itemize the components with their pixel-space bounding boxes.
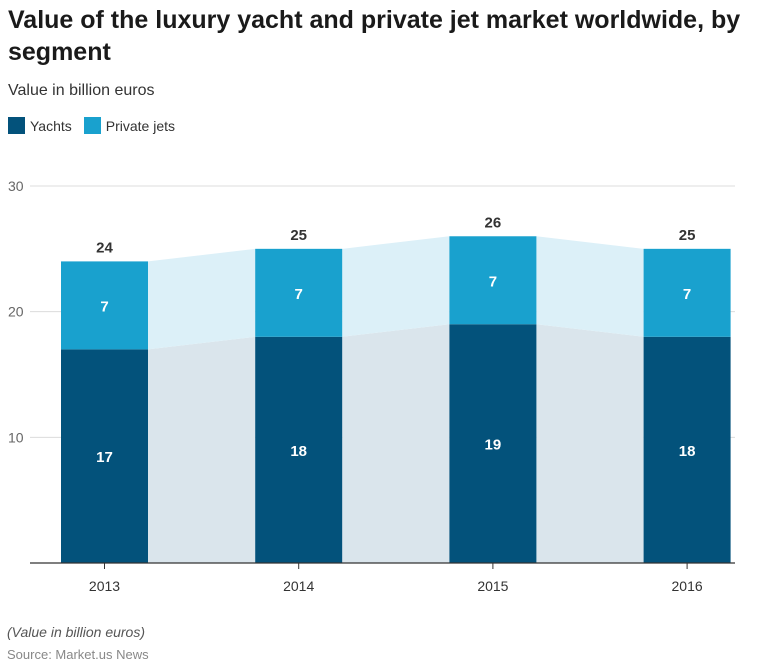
legend-swatch-private-jets: [83, 117, 101, 134]
data-label: 7: [295, 286, 303, 303]
legend-item-private-jets[interactable]: Private jets: [83, 117, 176, 134]
total-label: 25: [290, 227, 307, 244]
x-tick-label: 2013: [89, 578, 120, 594]
bar-yachts: [255, 336, 343, 563]
x-tick-label: 2014: [283, 578, 314, 594]
legend-item-yachts[interactable]: Yachts: [8, 117, 72, 134]
data-label: 7: [489, 273, 497, 290]
legend-swatch-yachts: [8, 117, 25, 134]
bar-yachts: [61, 349, 148, 563]
data-label: 19: [485, 437, 502, 454]
bar-yachts: [449, 324, 537, 563]
x-tick-label: 2016: [672, 578, 703, 594]
bar-yachts: [643, 336, 731, 563]
chart-subtitle: Value in billion euros: [8, 82, 155, 99]
connector-private-jets: [148, 248, 256, 350]
bar-private-jets: [449, 236, 537, 325]
data-label: 18: [679, 443, 696, 460]
chart-title: Value of the luxury yacht and private je…: [8, 6, 741, 66]
total-label: 24: [96, 239, 113, 256]
bar-private-jets: [255, 248, 343, 337]
bar-private-jets: [643, 248, 731, 337]
data-label: 17: [96, 449, 113, 466]
chart-note: (Value in billion euros): [7, 624, 145, 640]
connector-yachts: [536, 324, 644, 563]
y-tick-label: 20: [8, 304, 24, 320]
data-label: 7: [683, 286, 691, 303]
bar-private-jets: [61, 261, 148, 350]
connector-yachts: [342, 324, 450, 563]
legend-label: Private jets: [105, 117, 176, 134]
y-tick-label: 30: [8, 178, 24, 194]
connector-yachts: [148, 336, 256, 563]
data-label: 18: [290, 443, 307, 460]
connector-private-jets: [342, 236, 450, 337]
data-label: 7: [100, 298, 108, 315]
legend: Yachts Private jets: [8, 117, 175, 134]
connector-private-jets: [536, 236, 644, 337]
x-tick-label: 2015: [477, 578, 508, 594]
total-label: 25: [679, 227, 696, 244]
y-tick-label: 10: [8, 429, 24, 445]
legend-label: Yachts: [30, 117, 72, 134]
total-label: 26: [485, 214, 502, 231]
chart-source: Source: Market.us News: [7, 647, 149, 662]
